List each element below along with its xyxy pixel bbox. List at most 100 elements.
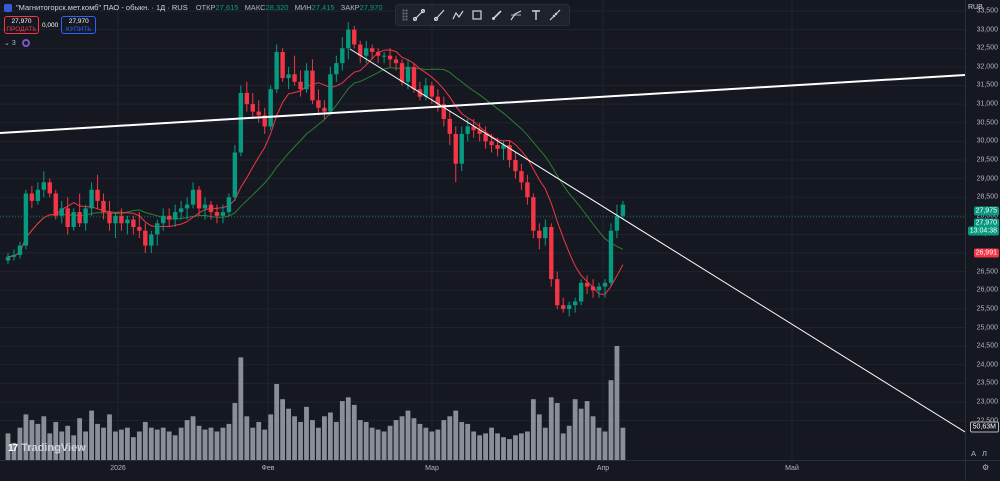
candle-body (208, 204, 214, 213)
candle-body (155, 223, 160, 235)
volume-bar (95, 423, 100, 460)
volume-bar (262, 429, 268, 460)
text-icon[interactable] (528, 7, 544, 23)
volume-bar (53, 422, 59, 460)
candle-body (83, 208, 88, 224)
trade-panel: 27,970 ПРОДАТЬ 0,000 27,970 КУПИТЬ (4, 16, 97, 34)
candle-body (620, 204, 626, 216)
candle-body (596, 286, 602, 291)
price-tick-label: 23,000 (976, 398, 998, 406)
time-axis[interactable]: 2026 Фев Мар Апр Май (0, 460, 965, 481)
volume-bar (71, 435, 77, 460)
volume-bar (590, 416, 596, 460)
price-tick-label: 25,000 (976, 324, 998, 332)
volume-bar (17, 427, 23, 460)
measure-icon[interactable] (547, 7, 563, 23)
sell-button[interactable]: 27,970 ПРОДАТЬ (4, 16, 39, 34)
ohlc-low-value: 27,415 (311, 3, 335, 12)
rectangle-icon[interactable] (469, 7, 485, 23)
time-tick-label: Фев (261, 465, 275, 472)
log-scale-button[interactable]: Л (982, 449, 987, 458)
candle-body (459, 133, 464, 164)
price-tick-label: 32,000 (976, 63, 998, 71)
drawing-toolbar (395, 4, 570, 26)
candle-body (429, 85, 435, 97)
volume-bar (208, 427, 214, 460)
price-tick-label: 24,000 (976, 361, 998, 369)
symbol-title[interactable]: "Магнитогорск.мет.комб" ПАО - обыкн. · 1… (16, 3, 188, 12)
ohlc-high-key: МАКС (244, 3, 266, 12)
price-chart-pane[interactable] (0, 0, 965, 460)
candle-body (161, 215, 166, 224)
volume-bar (423, 427, 429, 460)
volume-bar (166, 431, 172, 460)
candle-body (405, 66, 411, 82)
candle-body (447, 118, 452, 134)
price-axis[interactable]: 33,500 33,000 32,500 32,000 31,500 31,000 30,5… (965, 0, 1000, 460)
indicators-toggle[interactable]: ⌄ 3 (4, 40, 16, 47)
candle-body (566, 305, 572, 309)
volume-bar (572, 399, 578, 460)
trend-line-icon[interactable] (411, 7, 427, 23)
volume-bar (357, 420, 363, 460)
auto-scale-button[interactable]: A (971, 449, 977, 458)
candle-body (268, 89, 273, 127)
volume-bar (530, 399, 536, 460)
candle-body (608, 230, 614, 283)
candle-body (465, 126, 470, 134)
candle-body (602, 282, 608, 287)
buy-button[interactable]: 27,970 КУПИТЬ (61, 16, 97, 34)
volume-bar (310, 420, 315, 460)
candle-body (131, 219, 136, 227)
volume-bar (333, 422, 339, 460)
volume-bar (59, 431, 65, 460)
symbol-legend: "Магнитогорск.мет.комб" ПАО - обыкн. · 1… (4, 3, 383, 12)
volume-bar (298, 422, 303, 460)
buy-price: 27,970 (68, 18, 89, 25)
settings-gear-icon[interactable]: ⚙ (982, 463, 990, 472)
volume-bar (495, 433, 500, 460)
countdown-label: 13:04:38 (967, 226, 999, 236)
volume-bar (566, 425, 572, 460)
volume-bar (322, 416, 327, 460)
candle-body (125, 219, 130, 224)
indicators-count: 3 (11, 40, 16, 47)
candle-body (184, 204, 190, 209)
horizontal-trendline (0, 74, 965, 134)
volume-bar (238, 357, 244, 460)
candle-body (107, 212, 112, 224)
volume-bar (351, 404, 357, 460)
candle-body (423, 85, 429, 97)
ray-icon[interactable] (431, 7, 447, 23)
fib-icon[interactable] (508, 7, 524, 23)
brush-icon[interactable] (489, 7, 505, 23)
buy-label: КУПИТЬ (65, 26, 92, 33)
chart-canvas[interactable] (0, 0, 965, 460)
path-icon[interactable] (450, 7, 466, 23)
volume-bar (154, 429, 160, 460)
volume-bar (190, 416, 196, 460)
volume-bar (172, 435, 178, 460)
price-tick-label: 30,500 (976, 119, 998, 127)
drag-handle-icon[interactable] (401, 9, 408, 21)
price-tick-label: 31,000 (976, 100, 998, 108)
candle-body (381, 55, 387, 57)
candle-body (238, 92, 244, 153)
candle-body (232, 152, 238, 198)
ohlc-high-value: 28,320 (265, 3, 289, 12)
price-tick-label: 26,000 (976, 286, 998, 294)
candle-body (298, 81, 303, 90)
ohlc-close-value: 27,970 (359, 3, 383, 12)
candle-body (214, 212, 220, 216)
candle-body (441, 104, 447, 119)
volume-bar (11, 442, 17, 460)
volume-bar (542, 427, 548, 460)
candle-body (584, 282, 590, 287)
volume-bar (501, 437, 506, 460)
candle-body (328, 74, 333, 112)
volume-bar (196, 425, 202, 460)
volume-bar (148, 427, 154, 460)
currency-button[interactable]: RUB (968, 4, 983, 11)
candle-body (369, 48, 375, 52)
indicator-status-icon[interactable] (21, 39, 30, 47)
